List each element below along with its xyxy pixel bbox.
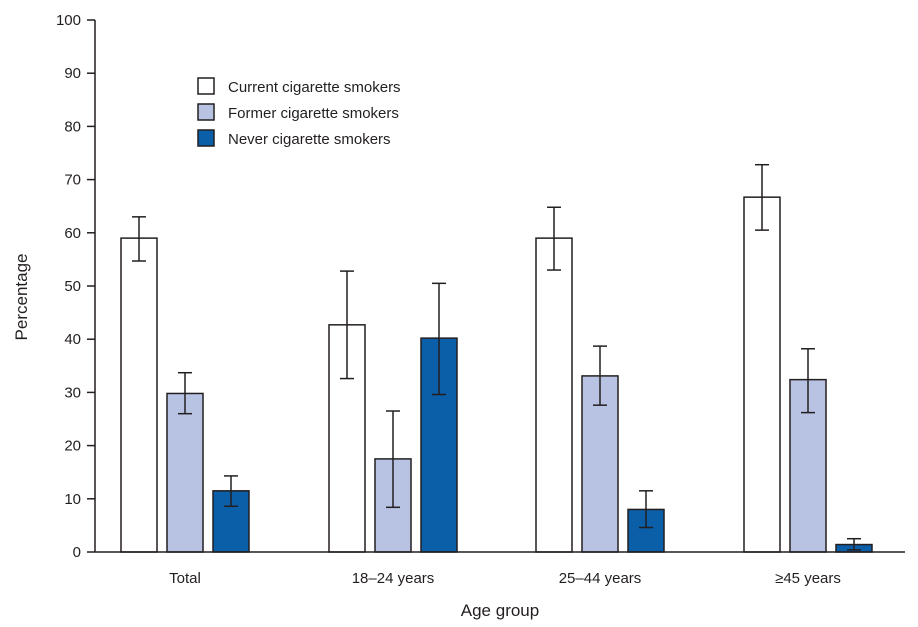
legend-item-never: Never cigarette smokers xyxy=(197,129,391,148)
legend-item-current: Current cigarette smokers xyxy=(197,77,401,96)
x-tick-label: 25–44 years xyxy=(559,570,642,587)
y-tick-label: 100 xyxy=(56,12,81,29)
y-tick-label: 10 xyxy=(64,491,81,508)
y-ticks: 0 10 20 30 40 50 60 70 80 90 100 xyxy=(56,12,95,561)
x-ticks: Total 18–24 years 25–44 years ≥45 years xyxy=(169,570,841,587)
legend: Current cigarette smokers Former cigaret… xyxy=(197,77,401,148)
x-axis-title: Age group xyxy=(461,601,539,620)
bar-current xyxy=(120,237,158,553)
x-tick-label: Total xyxy=(169,570,201,587)
bar-current xyxy=(743,196,781,553)
bar-current xyxy=(535,237,573,553)
legend-label-former: Former cigarette smokers xyxy=(228,105,399,122)
x-tick-label: ≥45 years xyxy=(775,570,841,587)
error-bars-layer xyxy=(132,163,861,551)
legend-item-former: Former cigarette smokers xyxy=(197,103,399,122)
y-tick-label: 60 xyxy=(64,225,81,242)
bar-former xyxy=(789,378,827,553)
legend-swatch-former xyxy=(197,103,215,121)
y-axis-title: Percentage xyxy=(12,254,31,341)
axes-layer xyxy=(94,20,905,553)
y-tick-label: 40 xyxy=(64,331,81,348)
legend-label-never: Never cigarette smokers xyxy=(228,131,391,148)
y-tick-label: 70 xyxy=(64,172,81,189)
y-tick-label: 90 xyxy=(64,65,81,82)
y-tick-label: 0 xyxy=(73,544,81,561)
bar-former xyxy=(166,392,204,553)
y-tick-label: 30 xyxy=(64,384,81,401)
y-tick-label: 20 xyxy=(64,438,81,455)
y-tick-label: 80 xyxy=(64,118,81,135)
legend-swatch-never xyxy=(197,129,215,147)
legend-label-current: Current cigarette smokers xyxy=(228,79,401,96)
x-tick-label: 18–24 years xyxy=(352,570,435,587)
y-tick-label: 50 xyxy=(64,278,81,295)
bars-layer xyxy=(120,196,873,553)
legend-swatch-current xyxy=(197,77,215,95)
